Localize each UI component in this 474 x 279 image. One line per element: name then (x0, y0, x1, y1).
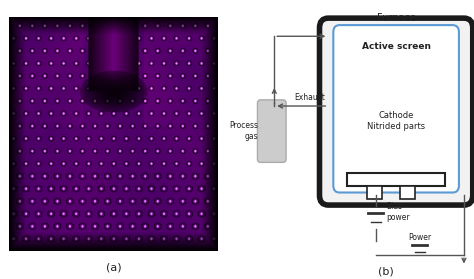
Text: Power: Power (408, 233, 431, 242)
Bar (401, 186, 415, 199)
Text: Bias
power: Bias power (386, 202, 410, 222)
Text: (a): (a) (106, 263, 121, 273)
FancyBboxPatch shape (257, 100, 286, 162)
Text: Active screen: Active screen (362, 42, 430, 50)
Text: (b): (b) (378, 266, 394, 276)
Text: Exhaust: Exhaust (294, 93, 325, 102)
Text: Process
gas: Process gas (229, 121, 258, 141)
Bar (367, 186, 382, 199)
Text: Furnace: Furnace (377, 13, 416, 23)
Bar (347, 173, 445, 186)
Text: Cathode
Nitrided parts: Cathode Nitrided parts (367, 111, 425, 131)
FancyBboxPatch shape (319, 18, 473, 205)
FancyBboxPatch shape (333, 25, 459, 193)
